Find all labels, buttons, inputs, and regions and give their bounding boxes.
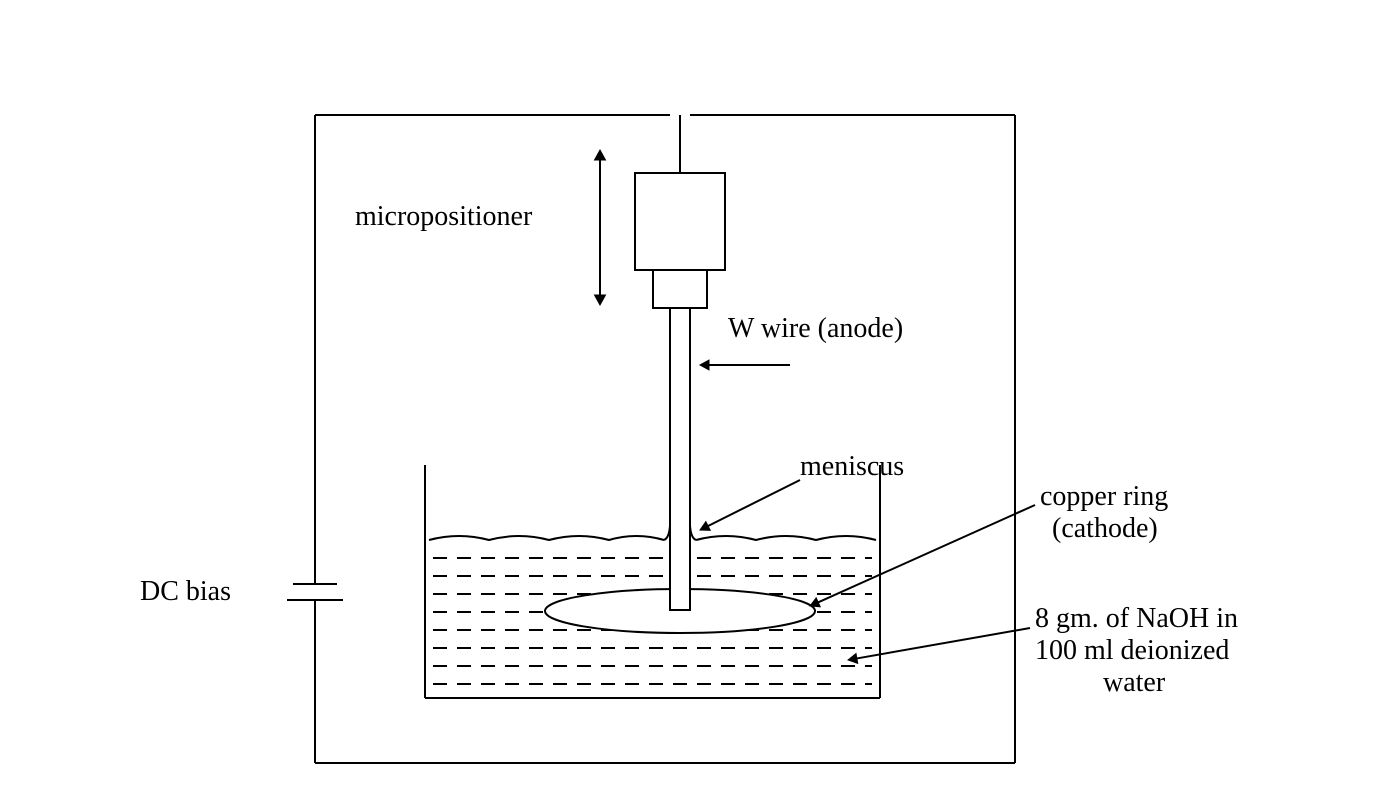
label-solution-3: water [1103, 667, 1166, 698]
label-meniscus: meniscus [800, 451, 904, 482]
label-w-wire: W wire (anode) [728, 313, 903, 344]
beaker [425, 465, 880, 698]
updown-arrow-icon [595, 150, 606, 305]
label-solution-2: 100 ml deionized [1035, 635, 1229, 666]
label-solution-1: 8 gm. of NaOH in [1035, 603, 1238, 634]
tungsten-wire [670, 308, 690, 610]
label-dc-bias: DC bias [140, 576, 231, 607]
label-micropositioner: micropositioner [355, 201, 533, 232]
wwire-arrow [700, 360, 790, 370]
label-copper-ring-1: copper ring [1040, 481, 1168, 512]
dc-source-capacitor [287, 584, 343, 600]
meniscus-arrow [700, 480, 800, 530]
micropositioner [635, 173, 725, 308]
solution-arrow [848, 628, 1030, 663]
water-surface [429, 526, 876, 540]
copper-ring-arrow [810, 505, 1035, 607]
label-copper-ring-2: (cathode) [1052, 513, 1158, 544]
